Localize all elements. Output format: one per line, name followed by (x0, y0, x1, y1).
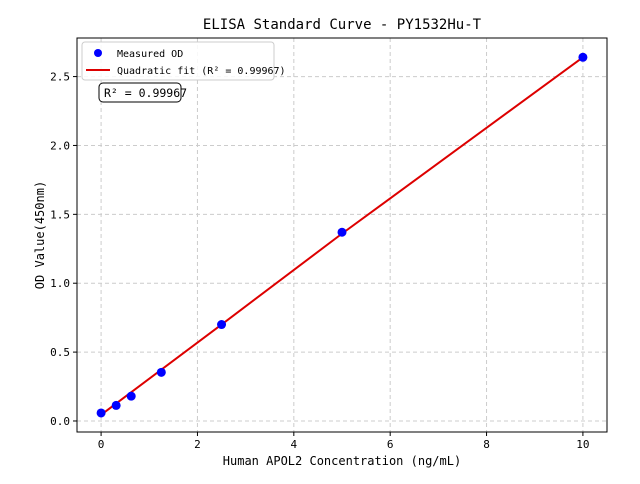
plot-frame (76, 37, 608, 433)
data-point (337, 227, 347, 237)
grid (77, 38, 607, 432)
data-point (96, 408, 106, 418)
y-tick-label: 1.5 (50, 208, 70, 221)
x-tick-label: 10 (576, 438, 589, 451)
y-tick-label: 1.0 (50, 277, 70, 290)
x-axis-label: Human APOL2 Concentration (ng/mL) (223, 454, 461, 468)
plot-marks (96, 52, 588, 418)
y-tick-label: 0.5 (50, 346, 70, 359)
data-point (156, 367, 166, 377)
data-point (126, 391, 136, 401)
legend-label-measured: Measured OD (117, 49, 183, 60)
x-tick-label: 4 (291, 438, 298, 451)
legend: Measured OD Quadratic fit (R² = 0.99967) (81, 41, 286, 81)
x-tick-label: 2 (194, 438, 201, 451)
axis-ticks: 0 2 4 6 8 10 0.0 0.5 1.0 1.5 2.0 2.5 (50, 71, 589, 451)
y-tick-label: 2.0 (50, 139, 70, 152)
legend-label-fit: Quadratic fit (R² = 0.99967) (117, 66, 286, 77)
y-tick-label: 0.0 (50, 415, 70, 428)
x-tick-label: 8 (483, 438, 490, 451)
x-tick-label: 0 (98, 438, 105, 451)
y-tick-label: 2.5 (50, 71, 70, 84)
data-point (217, 320, 227, 330)
r2-annotation: R² = 0.99967 (104, 86, 187, 100)
data-point (578, 52, 588, 62)
data-point (111, 400, 121, 410)
r2-annotation-box: R² = 0.99967 (98, 82, 187, 103)
y-axis-label: OD Value(450nm) (33, 181, 47, 289)
x-tick-label: 6 (387, 438, 394, 451)
legend-marker-measured (94, 49, 102, 57)
chart-title: ELISA Standard Curve - PY1532Hu-T (203, 17, 482, 33)
